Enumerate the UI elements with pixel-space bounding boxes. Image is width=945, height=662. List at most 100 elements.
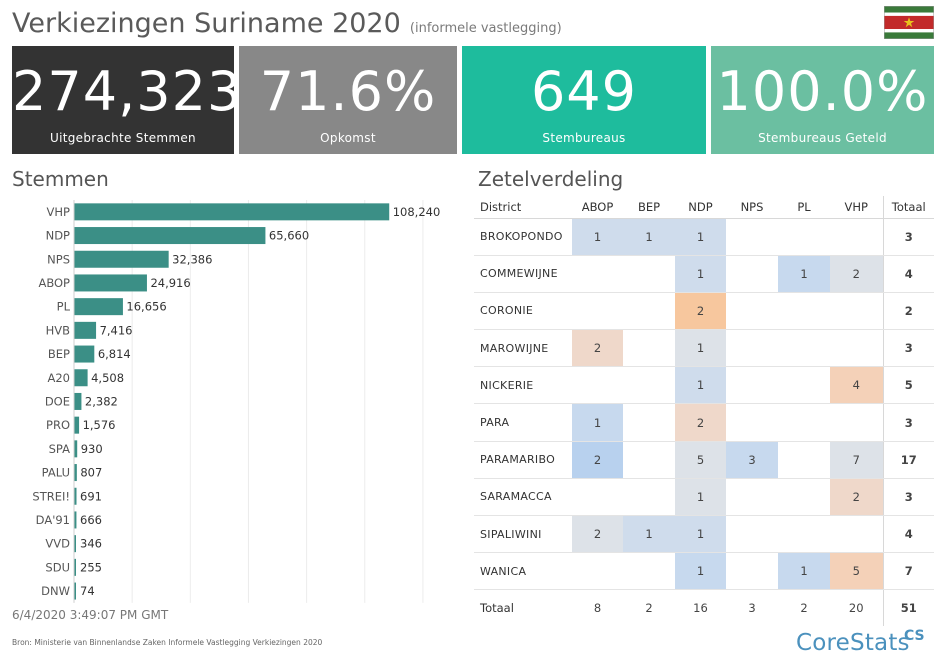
page-title: Verkiezingen Suriname 2020 (12, 8, 401, 39)
table-header-cell: VHP (830, 196, 883, 219)
seat-count-cell: 20 (830, 589, 883, 626)
bar-value-label: 2,382 (85, 394, 118, 408)
seat-count-cell (726, 218, 778, 256)
table-header-cell: NDP (675, 196, 726, 219)
bar-value-label: 16,656 (126, 300, 166, 314)
kpi-turnout: 71.6% Opkomst (239, 46, 457, 154)
flag-stripe-white-bottom (884, 29, 934, 33)
bar (74, 487, 77, 505)
bar-category-label: DA'91 (36, 513, 70, 527)
row-total-cell: 51 (882, 589, 934, 626)
seat-count-cell: 1 (572, 403, 623, 442)
row-total-cell: 3 (882, 478, 934, 517)
row-total-cell: 3 (882, 329, 934, 368)
kpi-polling-stations: 649 Stembureaus (462, 46, 706, 154)
bar-category-label: NPS (47, 252, 70, 266)
seat-count-cell (778, 366, 830, 405)
table-row: SIPALIWINI 2 1 1 4 (474, 515, 934, 554)
row-total-cell: 3 (882, 218, 934, 256)
seat-count-cell: 1 (572, 218, 623, 256)
seat-count-cell: 8 (572, 589, 623, 626)
seat-count-cell: 1 (675, 366, 726, 405)
kpi-label: Stembureaus Geteld (758, 131, 887, 145)
seat-count-cell: 1 (623, 218, 675, 256)
suriname-flag-icon (884, 6, 934, 39)
seat-count-cell (623, 441, 675, 479)
district-name-cell: NICKERIE (474, 366, 572, 405)
seat-count-cell (623, 403, 675, 442)
bar-value-label: 346 (80, 537, 102, 551)
seat-count-cell (830, 403, 883, 442)
seat-count-cell: 1 (675, 515, 726, 554)
bar-value-label: 930 (81, 442, 103, 456)
bar-category-label: DOE (45, 394, 70, 408)
bar (74, 464, 77, 482)
bar-category-label: HVB (46, 323, 71, 337)
table-row: CORONIE 2 2 (474, 292, 934, 331)
bar (74, 440, 78, 458)
seat-count-cell (572, 366, 623, 405)
seat-count-cell: 1 (778, 552, 830, 591)
table-row: BROKOPONDO 1 1 1 3 (474, 218, 934, 256)
table-header-cell: ABOP (572, 196, 623, 219)
district-name-cell: BROKOPONDO (474, 218, 572, 256)
row-total-cell: 4 (882, 515, 934, 554)
table-row: SARAMACCA 1 2 3 (474, 478, 934, 517)
table-header-cell: NPS (726, 196, 778, 219)
bar-value-label: 666 (80, 513, 102, 527)
bar-value-label: 7,416 (100, 323, 133, 337)
table-row: NICKERIE 1 4 5 (474, 366, 934, 405)
seat-count-cell (572, 552, 623, 591)
kpi-stations-counted: 100.0% Stembureaus Geteld (711, 46, 934, 154)
kpi-value: 649 (530, 60, 638, 123)
kpi-total-votes: 274,323 Uitgebrachte Stemmen (12, 46, 241, 154)
seat-count-cell (778, 478, 830, 517)
bar (74, 416, 80, 434)
district-name-cell: SARAMACCA (474, 478, 572, 517)
seat-count-cell: 2 (572, 441, 623, 479)
table-header-cell: Totaal (882, 196, 934, 219)
district-name-cell: COMMEWIJNE (474, 255, 572, 293)
bar-category-label: VHP (47, 205, 71, 219)
seat-count-cell (778, 218, 830, 256)
row-total-cell: 7 (882, 552, 934, 591)
seat-count-cell (623, 366, 675, 405)
table-header-row: District ABOP BEP NDP NPS PL VHP Totaal (474, 196, 934, 219)
seat-count-cell (778, 441, 830, 479)
bar (74, 321, 97, 339)
seat-count-cell: 1 (675, 329, 726, 368)
seat-count-cell: 3 (726, 589, 778, 626)
bar-category-label: A20 (47, 371, 70, 385)
table-row: MAROWIJNE 2 1 3 (474, 329, 934, 368)
bar-value-label: 24,916 (150, 276, 190, 290)
bar-category-label: SPA (49, 442, 70, 456)
seat-count-cell (623, 255, 675, 293)
row-total-cell: 17 (882, 441, 934, 479)
seat-count-cell (726, 515, 778, 554)
bar (74, 392, 82, 410)
bar (74, 203, 390, 221)
seat-count-cell (726, 255, 778, 293)
kpi-label: Stembureaus (542, 131, 626, 145)
seat-count-cell (830, 329, 883, 368)
bar (74, 582, 76, 600)
bar-value-label: 807 (80, 466, 102, 480)
seat-count-cell (778, 515, 830, 554)
kpi-label: Uitgebrachte Stemmen (50, 131, 196, 145)
seat-count-cell: 2 (778, 589, 830, 626)
bar-value-label: 6,814 (98, 347, 131, 361)
seat-count-cell: 2 (572, 515, 623, 554)
row-total-cell: 5 (882, 366, 934, 405)
page-subtitle: (informele vastlegging) (409, 21, 562, 36)
last-updated-timestamp: 6/4/2020 3:49:07 PM GMT (12, 608, 169, 622)
bar-value-label: 4,508 (91, 371, 124, 385)
seat-count-cell (778, 329, 830, 368)
seat-count-cell (778, 403, 830, 442)
bar-category-label: SDU (45, 560, 70, 574)
seat-count-cell (726, 552, 778, 591)
seat-count-cell: 1 (675, 218, 726, 256)
seat-count-cell (830, 292, 883, 331)
dashboard-title: Verkiezingen Suriname 2020 (informele va… (12, 8, 562, 39)
table-header-cell: PL (778, 196, 830, 219)
seat-count-cell: 2 (830, 478, 883, 517)
